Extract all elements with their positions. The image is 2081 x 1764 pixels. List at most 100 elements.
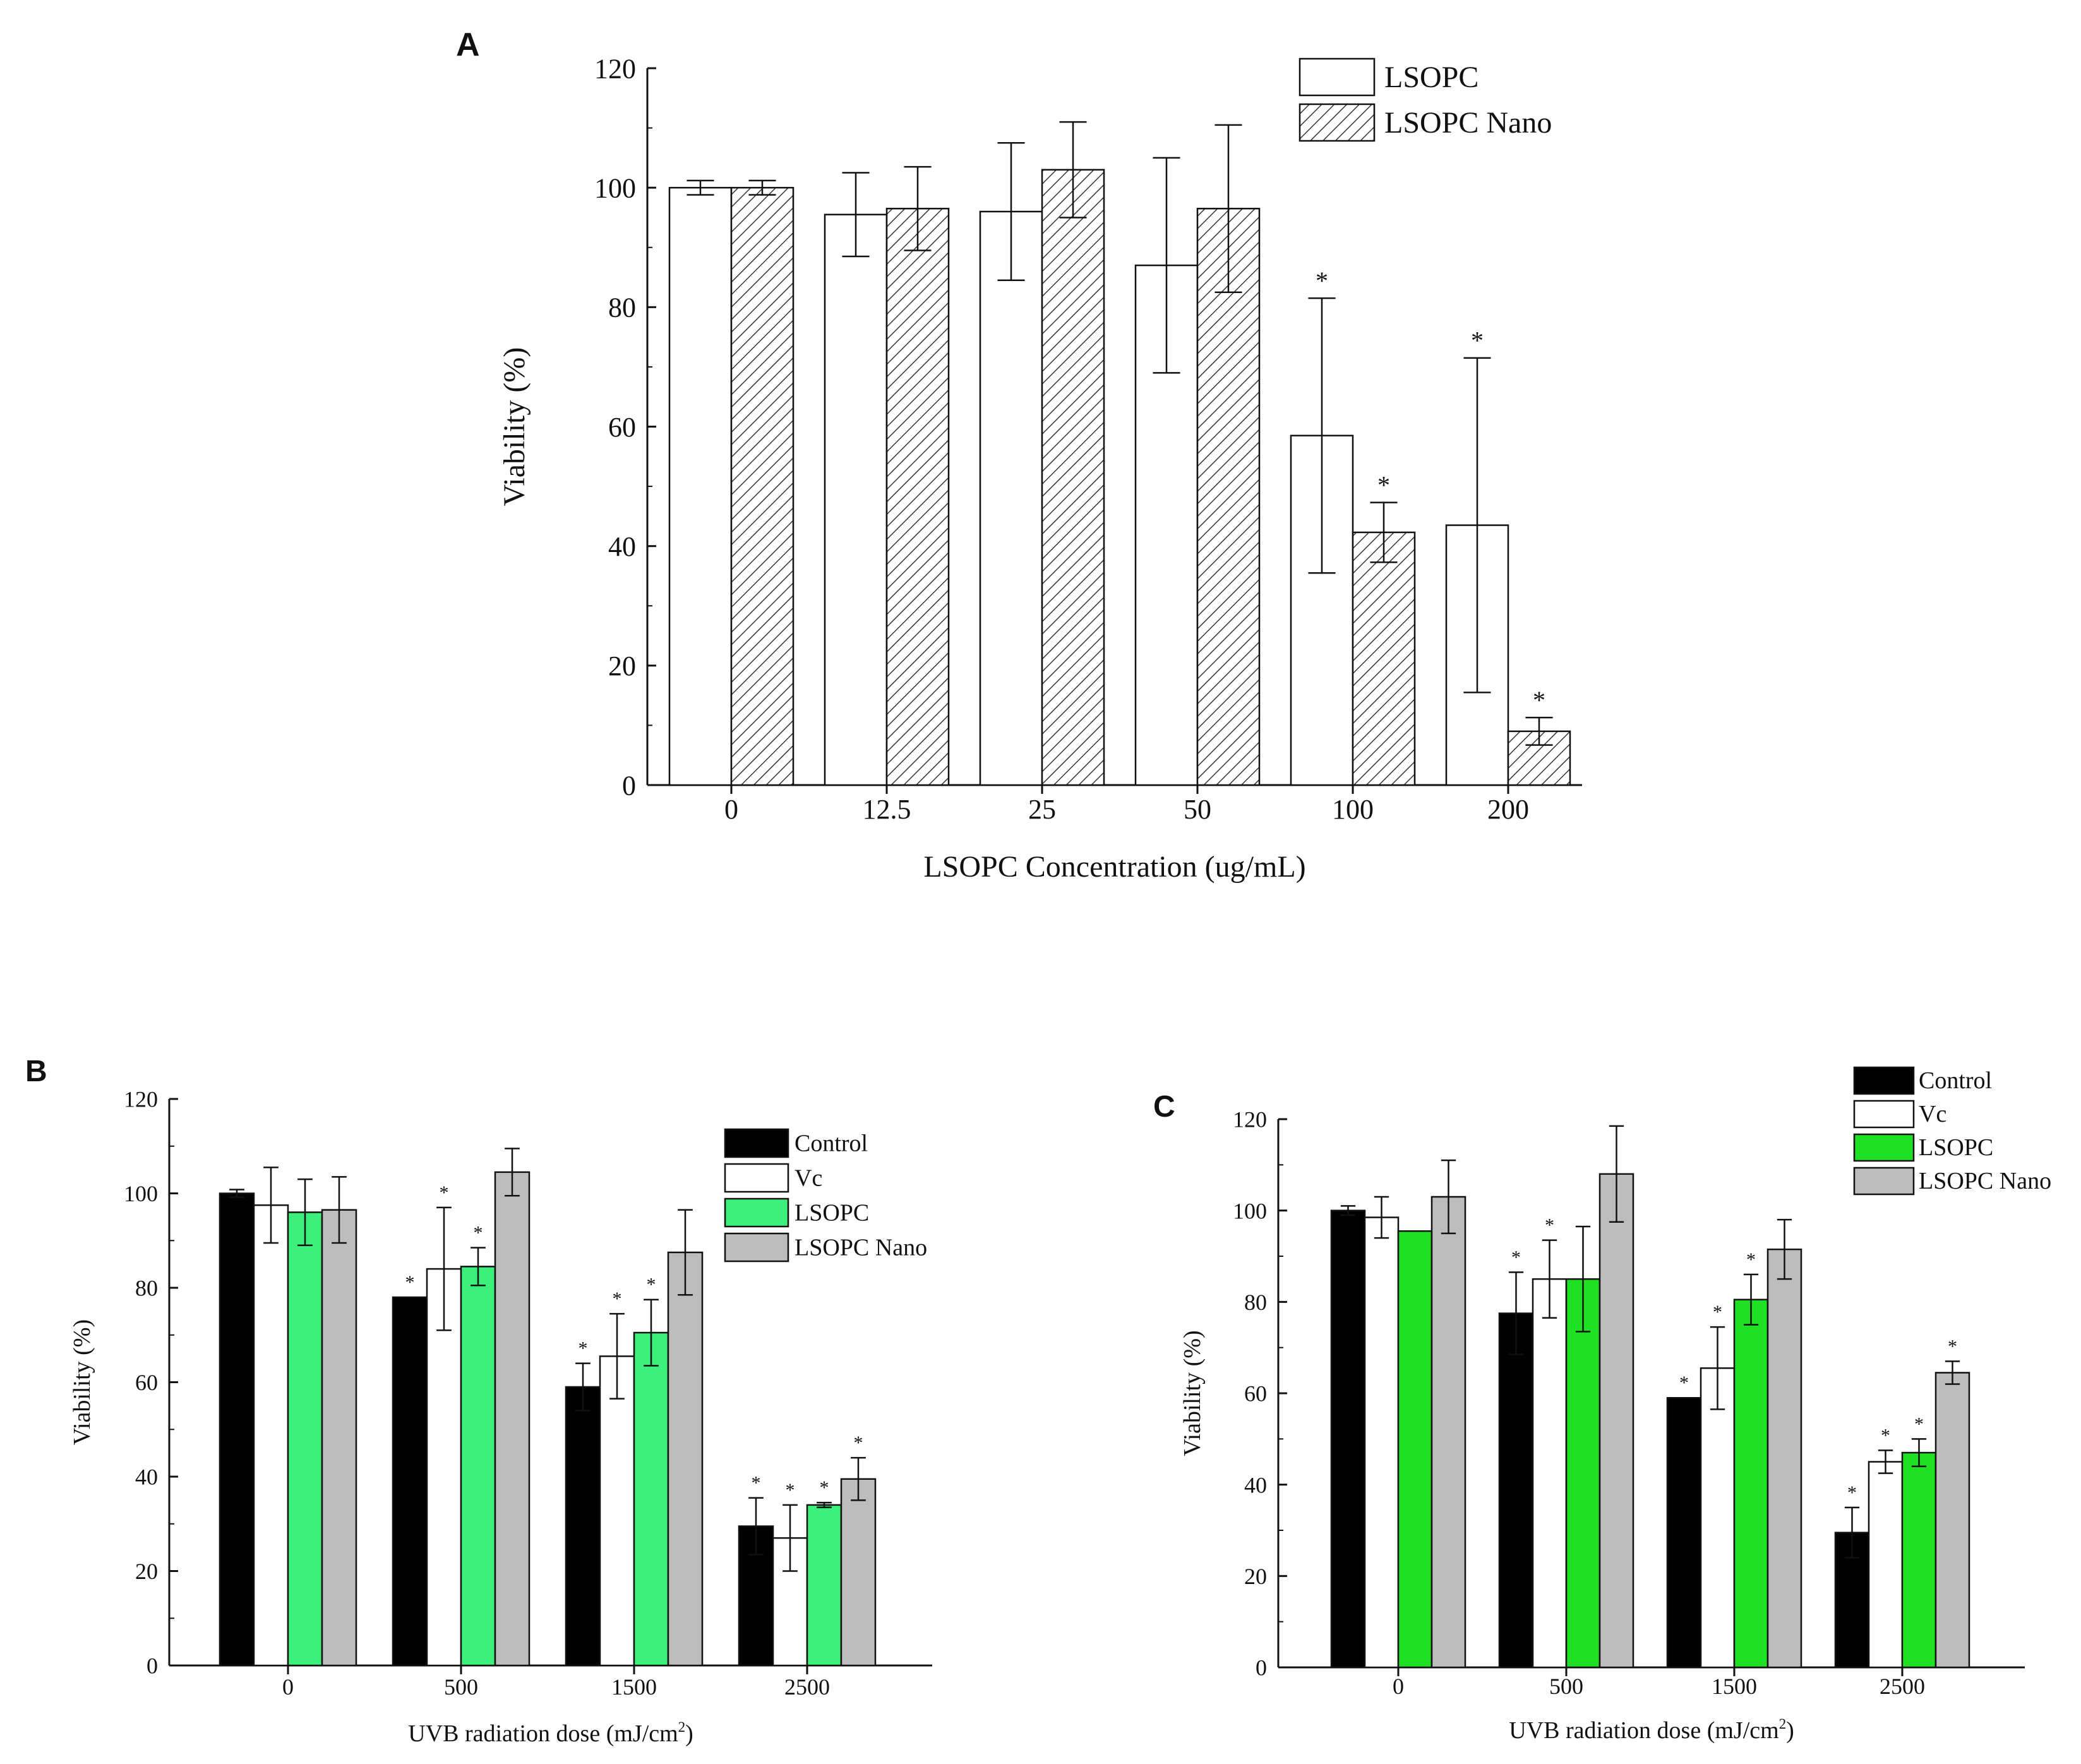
x-tick-label: 50 xyxy=(1184,794,1211,825)
y-axis-label: Viability (%) xyxy=(69,1319,95,1445)
bar xyxy=(1352,531,1416,786)
x-tick-label: 0 xyxy=(282,1674,294,1700)
bar xyxy=(1733,1299,1769,1669)
legend-label: Vc xyxy=(795,1165,822,1191)
significance-mark: * xyxy=(1746,1249,1756,1270)
significance-mark: * xyxy=(752,1473,761,1494)
significance-mark: * xyxy=(440,1182,449,1203)
significance-mark: * xyxy=(1881,1425,1890,1446)
significance-mark: * xyxy=(647,1275,656,1295)
significance-mark: * xyxy=(613,1288,622,1309)
bar xyxy=(460,1266,496,1667)
y-tick-label: 120 xyxy=(1233,1107,1267,1132)
y-tick-label: 40 xyxy=(1244,1472,1267,1497)
bar xyxy=(565,1386,601,1667)
y-tick-label: 0 xyxy=(147,1653,158,1679)
y-tick-label: 80 xyxy=(135,1276,158,1301)
bar xyxy=(1700,1367,1736,1669)
legend: Control Vc LSOPC LSOPC Nano xyxy=(1853,1066,2051,1196)
bar xyxy=(494,1171,531,1667)
panel-letter-c: C xyxy=(1153,1090,1175,1124)
chart-c: 0 20 40 60 80 100 120 0 * * 500 * * * 1500 * * * * 2500 Viab… xyxy=(1179,1066,2051,1744)
significance-mark: * xyxy=(1511,1247,1521,1268)
x-tick-label: 500 xyxy=(444,1674,478,1700)
bar xyxy=(253,1204,289,1667)
bar xyxy=(1196,208,1261,786)
bar xyxy=(885,208,950,786)
bar xyxy=(633,1331,669,1667)
legend-label: LSOPC xyxy=(795,1199,869,1226)
x-axis-label-end: ) xyxy=(685,1720,693,1747)
legend-swatch xyxy=(1853,1133,1915,1162)
significance-mark: * xyxy=(820,1477,829,1498)
y-tick-label: 60 xyxy=(1244,1381,1267,1407)
x-tick-label: 1500 xyxy=(611,1674,657,1700)
x-tick-label: 25 xyxy=(1028,794,1056,825)
bar xyxy=(1498,1312,1534,1669)
significance-mark: * xyxy=(1713,1302,1722,1323)
bar xyxy=(1430,1196,1466,1669)
x-tick-label: 2500 xyxy=(784,1674,830,1700)
legend-swatch xyxy=(1853,1066,1915,1095)
legend-swatch xyxy=(1298,103,1376,142)
y-tick-label: 120 xyxy=(594,53,636,84)
y-tick-label: 20 xyxy=(1244,1564,1267,1589)
y-tick-label: 0 xyxy=(1256,1655,1267,1681)
legend-swatch xyxy=(724,1163,789,1193)
x-axis-label-sup: 2 xyxy=(678,1719,685,1735)
x-tick-label: 0 xyxy=(724,794,738,825)
y-axis-label: Viability (%) xyxy=(1179,1330,1206,1456)
bar xyxy=(1330,1209,1366,1669)
bar xyxy=(1766,1248,1802,1669)
bar xyxy=(219,1192,255,1667)
bar xyxy=(1532,1278,1568,1669)
significance-mark: * xyxy=(579,1338,588,1359)
bar xyxy=(1868,1461,1904,1669)
bar xyxy=(1901,1451,1937,1669)
legend-swatch xyxy=(724,1128,789,1158)
legend: LSOPC LSOPC Nano xyxy=(1298,57,1552,142)
bar xyxy=(806,1504,843,1667)
legend-label: LSOPC Nano xyxy=(1384,106,1552,140)
y-tick-label: 80 xyxy=(1244,1290,1267,1315)
x-tick-label: 12.5 xyxy=(863,794,911,825)
bar xyxy=(321,1209,357,1667)
legend-swatch xyxy=(724,1197,789,1228)
y-tick-label: 100 xyxy=(1233,1198,1267,1223)
legend-swatch xyxy=(1298,57,1376,97)
bar xyxy=(426,1268,462,1667)
x-axis-label: UVB radiation dose (mJ/cm2) xyxy=(1509,1716,1794,1744)
panel-letter-b: B xyxy=(25,1055,47,1088)
bar xyxy=(730,186,795,786)
bar xyxy=(979,210,1043,786)
y-tick-label: 100 xyxy=(594,173,636,204)
y-tick-label: 20 xyxy=(608,651,636,681)
y-axis-label: Viability (%) xyxy=(498,347,531,507)
legend-label: LSOPC Nano xyxy=(1919,1168,2051,1194)
x-tick-label: 2500 xyxy=(1880,1674,1925,1699)
x-tick-label: 0 xyxy=(1393,1674,1404,1699)
x-axis-label: UVB radiation dose (mJ/cm2) xyxy=(408,1719,693,1747)
x-tick-label: 100 xyxy=(1332,794,1374,825)
x-tick-label: 200 xyxy=(1487,794,1529,825)
x-axis-label: LSOPC Concentration (ug/mL) xyxy=(923,850,1305,884)
legend-label: Vc xyxy=(1919,1101,1946,1127)
bar xyxy=(392,1296,428,1667)
significance-mark: * xyxy=(1533,686,1545,714)
legend-label: LSOPC xyxy=(1919,1134,1993,1161)
y-tick-label: 20 xyxy=(135,1559,158,1584)
legend-swatch xyxy=(724,1232,789,1263)
significance-mark: * xyxy=(854,1432,863,1453)
significance-mark: * xyxy=(1377,471,1390,500)
chart-a: 0 20 40 60 80 100 120 0 12.5 25 50 * * 100 * * 200 Viabil… xyxy=(498,53,1582,884)
legend-label: LSOPC Nano xyxy=(795,1234,927,1261)
legend-label: Control xyxy=(795,1130,868,1156)
significance-mark: * xyxy=(1471,327,1484,355)
bar xyxy=(1397,1230,1433,1669)
significance-mark: * xyxy=(1847,1482,1857,1503)
significance-mark: * xyxy=(405,1272,415,1293)
panel-letter-a: A xyxy=(456,27,480,63)
bar xyxy=(1565,1278,1601,1669)
y-tick-label: 100 xyxy=(124,1181,158,1206)
